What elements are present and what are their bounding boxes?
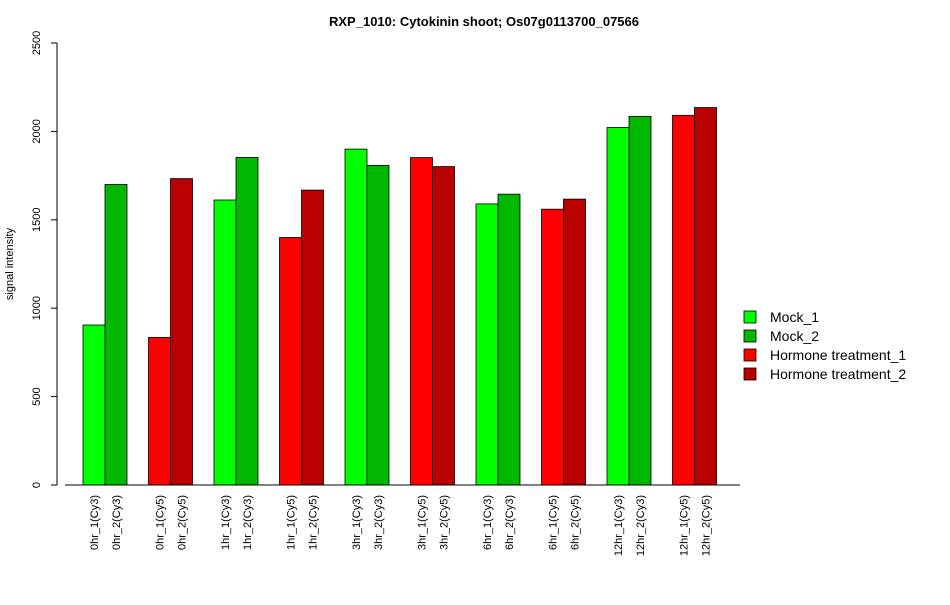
bar-6hr_1(Cy3) (475, 203, 499, 486)
legend-swatch (743, 310, 757, 324)
bar-6hr_2(Cy3) (497, 193, 521, 486)
legend-entry: Mock_2 (770, 328, 819, 344)
bar-0hr_2(Cy5) (170, 178, 193, 486)
bar-12hr_2(Cy5) (694, 107, 717, 486)
x-tick-label: 6hr_2(Cy5) (570, 495, 582, 550)
x-tick-label: 0hr_1(Cy5) (155, 495, 167, 550)
x-tick-label: 1hr_1(Cy5) (286, 495, 298, 550)
bar-0hr_1(Cy5) (148, 336, 171, 486)
y-axis-label: signal intensity (4, 227, 16, 300)
y-tick-label: 1500 (31, 208, 43, 232)
x-tick-label: 6hr_1(Cy3) (482, 495, 494, 550)
x-tick-label: 0hr_1(Cy3) (89, 495, 101, 550)
x-tick-label: 3hr_1(Cy5) (417, 495, 429, 550)
bar-1hr_1(Cy5) (279, 237, 302, 486)
bar-3hr_1(Cy3) (344, 148, 368, 486)
y-tick-label: 2500 (31, 31, 43, 55)
x-tick-label: 6hr_1(Cy5) (548, 495, 560, 550)
x-tick-label: 1hr_2(Cy5) (308, 495, 320, 550)
bar-3hr_2(Cy5) (432, 166, 455, 486)
y-axis: 0 500 1000 1500 2000 2500 (31, 31, 58, 488)
x-tick-label: 1hr_2(Cy3) (242, 495, 254, 550)
y-tick-label: 500 (31, 387, 43, 405)
x-axis: 0hr_1(Cy3) 0hr_2(Cy3) 0hr_1(Cy5) 0hr_2(Cy5)… (65, 484, 740, 556)
legend-entry: Hormone treatment_1 (770, 347, 906, 363)
y-tick-label: 0 (31, 482, 43, 488)
y-tick-label: 1000 (31, 296, 43, 320)
chart-title: RXP_1010: Cytokinin shoot; Os07g0113700_… (329, 14, 639, 29)
bar-6hr_2(Cy5) (563, 198, 586, 486)
legend-entry: Hormone treatment_2 (770, 366, 906, 382)
legend-swatch (743, 329, 757, 343)
bar-1hr_2(Cy3) (235, 156, 259, 486)
legend-swatch (743, 367, 757, 381)
x-tick-label: 0hr_2(Cy3) (111, 495, 123, 550)
x-tick-label: 1hr_1(Cy3) (220, 495, 232, 550)
x-tick-label: 12hr_2(Cy3) (635, 495, 647, 556)
x-tick-label: 3hr_2(Cy3) (373, 495, 385, 550)
y-tick-label: 2000 (31, 119, 43, 143)
plot-area (82, 107, 717, 486)
bar-12hr_1(Cy3) (606, 127, 630, 486)
bar-1hr_1(Cy3) (213, 199, 237, 486)
bar-0hr_2(Cy3) (104, 184, 128, 486)
legend-swatch (743, 348, 757, 362)
bar-12hr_2(Cy3) (628, 115, 652, 486)
bar-3hr_1(Cy5) (410, 157, 433, 486)
x-tick-label: 12hr_2(Cy5) (701, 495, 713, 556)
bar-3hr_2(Cy3) (366, 164, 390, 486)
x-tick-label: 3hr_1(Cy3) (351, 495, 363, 550)
x-tick-label: 0hr_2(Cy5) (177, 495, 189, 550)
legend: Mock_1 Mock_2 Hormone treatment_1 Hormone t… (743, 309, 906, 382)
legend-entry: Mock_1 (770, 309, 819, 325)
bar-6hr_1(Cy5) (541, 208, 564, 486)
bar-1hr_2(Cy5) (301, 189, 324, 486)
bar-0hr_1(Cy3) (82, 324, 106, 486)
x-tick-label: 3hr_2(Cy5) (439, 495, 451, 550)
x-tick-label: 12hr_1(Cy3) (613, 495, 625, 556)
x-tick-label: 6hr_2(Cy3) (504, 495, 516, 550)
x-tick-label: 12hr_1(Cy5) (679, 495, 691, 556)
bar-12hr_1(Cy5) (672, 114, 695, 486)
